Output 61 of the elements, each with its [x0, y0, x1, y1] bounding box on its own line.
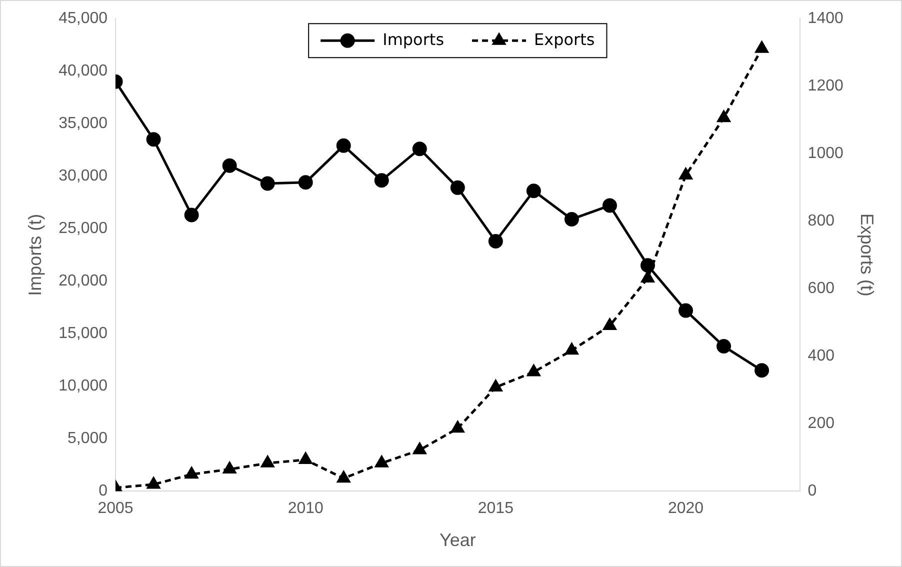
y2-tick-label: 400 [808, 348, 835, 365]
point [678, 303, 694, 318]
y-tick-label: 35,000 [58, 115, 108, 132]
y-tick-label: 5,000 [67, 430, 108, 448]
point [146, 132, 161, 147]
point [337, 471, 350, 483]
y-tick-label: 45,000 [58, 10, 108, 28]
y-tick-label: 0 [98, 482, 108, 500]
point [298, 175, 313, 190]
point [641, 270, 654, 282]
y-tick-label: 10,000 [58, 378, 108, 395]
y2-tick-label: 800 [808, 212, 835, 230]
legend-label: Imports [382, 30, 444, 49]
point [261, 456, 274, 468]
point [413, 442, 426, 454]
point [716, 339, 732, 354]
point [717, 110, 730, 122]
point [374, 173, 389, 188]
legend-label: Exports [534, 30, 595, 49]
point [565, 343, 578, 355]
point [450, 180, 465, 195]
x-tick-label: 2010 [288, 500, 324, 518]
y2-axis-title: Exports (t) [857, 213, 878, 296]
x-tick-label: 2005 [98, 500, 134, 518]
y-tick-label: 20,000 [58, 272, 108, 290]
point [451, 421, 464, 433]
y2-tick-label: 0 [808, 482, 817, 500]
x-tick-label: 2015 [478, 500, 514, 518]
point [184, 208, 199, 222]
y-tick-label: 30,000 [58, 168, 108, 185]
point [412, 142, 427, 156]
y-tick-label: 40,000 [58, 62, 108, 80]
point [603, 318, 616, 330]
point [527, 364, 540, 376]
point [222, 158, 237, 173]
x-axis-title: Year [439, 530, 476, 550]
point [755, 41, 768, 53]
point [147, 477, 160, 489]
point [185, 467, 198, 479]
y2-tick-label: 1200 [808, 78, 844, 95]
point [640, 258, 655, 273]
y-axis-title: Imports (t) [24, 214, 45, 296]
point [489, 380, 502, 392]
y2-tick-label: 1000 [808, 145, 844, 162]
point [602, 198, 617, 213]
point [526, 184, 541, 198]
point [488, 234, 503, 248]
point [375, 456, 388, 468]
y-tick-label: 15,000 [58, 325, 108, 342]
point [223, 462, 236, 474]
point [299, 452, 312, 464]
y2-tick-label: 1400 [808, 10, 844, 28]
point [754, 363, 770, 378]
y-tick-label: 25,000 [58, 220, 108, 238]
point [260, 176, 275, 191]
y2-tick-label: 200 [808, 415, 835, 432]
point [564, 212, 579, 226]
y2-tick-label: 600 [808, 280, 835, 298]
point [336, 138, 351, 153]
x-tick-label: 2020 [668, 500, 704, 518]
point [679, 168, 692, 180]
